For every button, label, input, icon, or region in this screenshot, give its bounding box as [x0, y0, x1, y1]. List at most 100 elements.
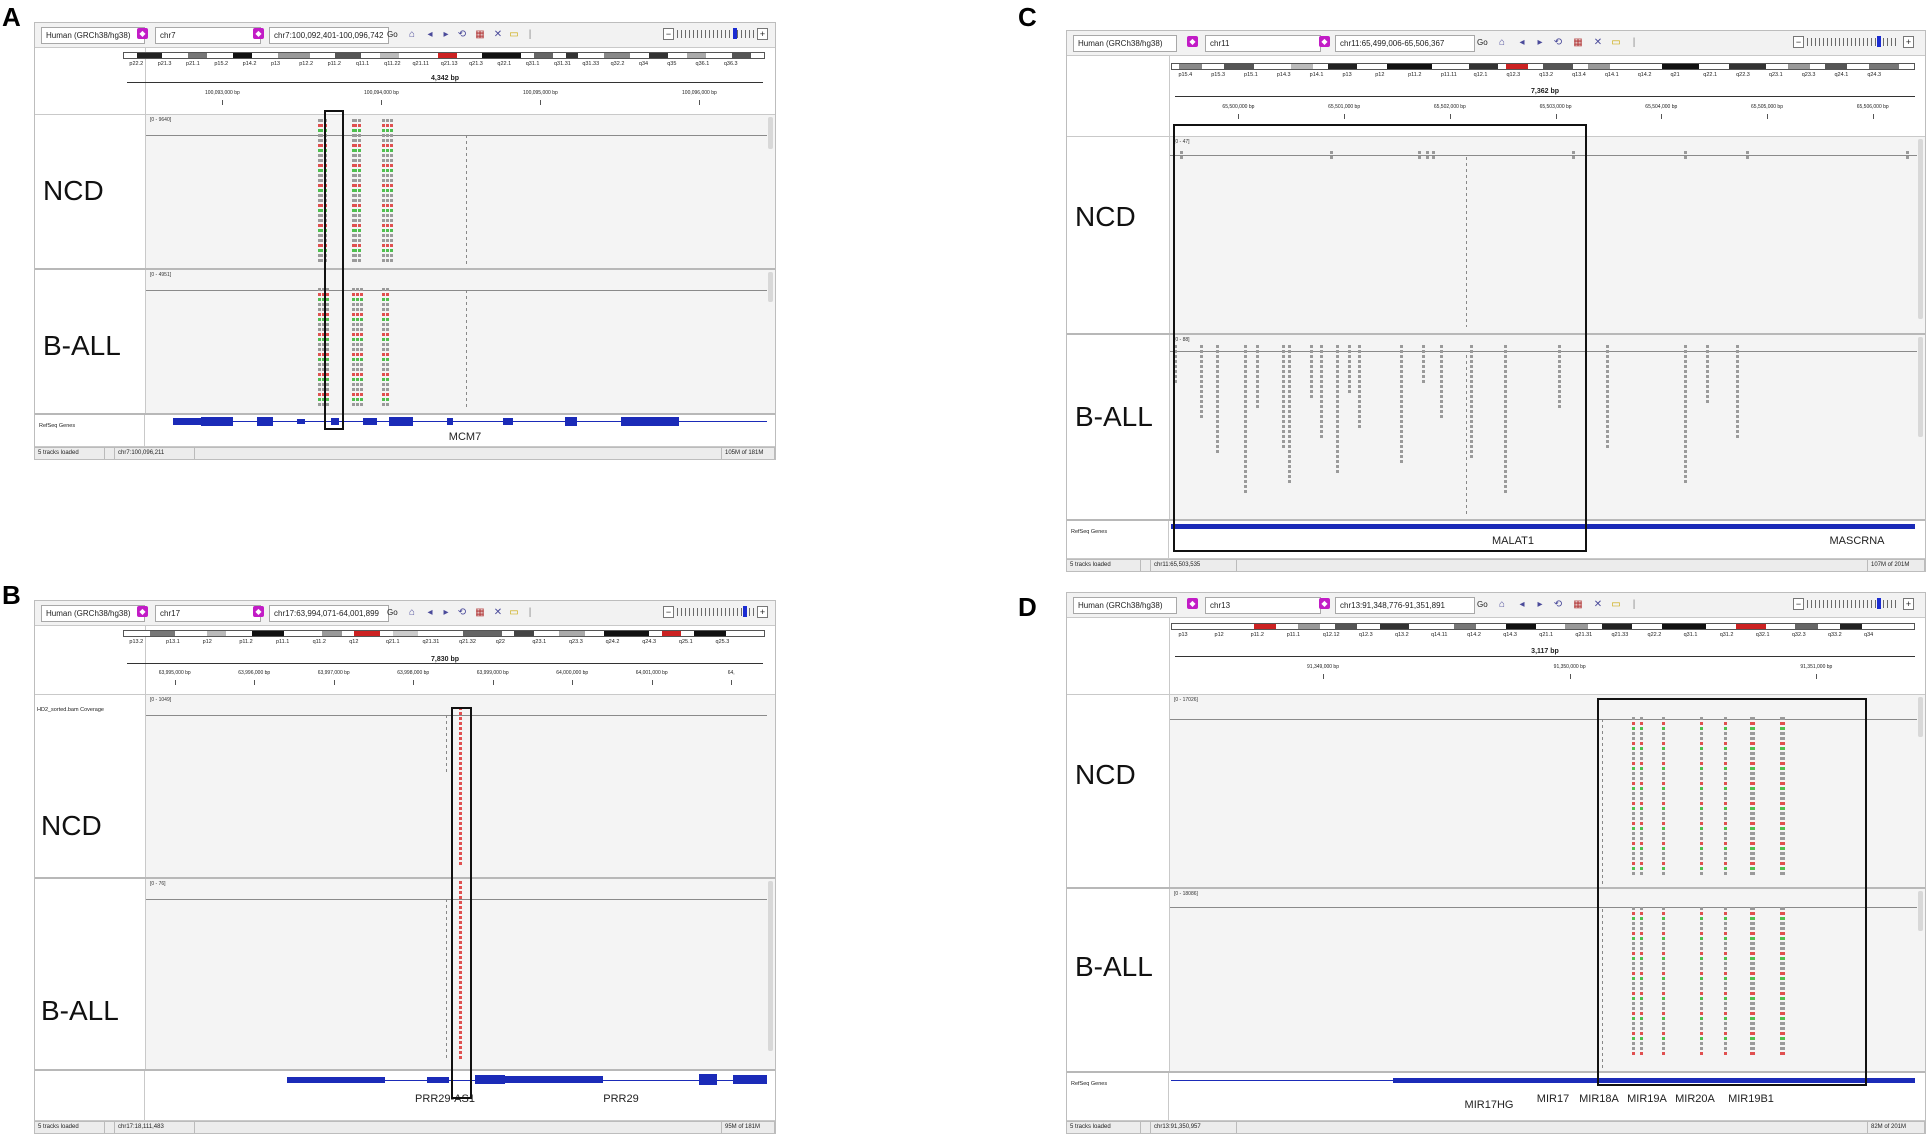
vertical-scrollbar[interactable]: [768, 881, 773, 1051]
tick-mark: [222, 100, 224, 105]
back-arrow-icon[interactable]: ◂: [427, 29, 433, 40]
cytoband-label: p12.2: [299, 61, 314, 67]
go-button[interactable]: Go: [387, 30, 398, 39]
refresh-icon[interactable]: ⟲: [457, 607, 467, 618]
dropdown-arrow-icon[interactable]: ◆: [137, 606, 148, 617]
back-arrow-icon[interactable]: ◂: [427, 607, 433, 618]
go-button[interactable]: Go: [1477, 38, 1488, 47]
dropdown-arrow-icon[interactable]: ◆: [253, 28, 264, 39]
region-navigator-icon[interactable]: ▦: [1573, 37, 1583, 48]
read-stack: [386, 288, 389, 408]
track-name-panel: B-ALL: [35, 879, 146, 1069]
chromosome-ideogram[interactable]: [123, 52, 765, 59]
chromosome-dropdown[interactable]: chr7: [155, 27, 261, 44]
go-button[interactable]: Go: [387, 608, 398, 617]
read-stack: [1906, 151, 1909, 165]
dropdown-arrow-icon[interactable]: ◆: [1319, 598, 1330, 609]
popup-info-icon[interactable]: ▭: [509, 607, 519, 618]
refresh-icon[interactable]: ⟲: [1553, 599, 1563, 610]
dropdown-arrow-icon[interactable]: ◆: [253, 606, 264, 617]
go-button[interactable]: Go: [1477, 600, 1488, 609]
popup-info-icon[interactable]: ▭: [1611, 599, 1621, 610]
genome-dropdown[interactable]: Human (GRCh38/hg38): [1073, 597, 1177, 614]
zoom-in-icon[interactable]: +: [757, 28, 768, 40]
zoom-in-icon[interactable]: +: [1903, 598, 1914, 610]
genome-dropdown[interactable]: Human (GRCh38/hg38): [41, 605, 145, 622]
zoom-widget[interactable]: − +: [1793, 36, 1914, 48]
back-arrow-icon[interactable]: ◂: [1519, 599, 1525, 610]
chromosome-ideogram[interactable]: [1171, 623, 1915, 630]
vertical-scrollbar[interactable]: [1918, 697, 1923, 737]
zoom-handle[interactable]: [733, 28, 737, 39]
chromosome-ideogram[interactable]: [1171, 63, 1915, 70]
vertical-scrollbar[interactable]: [1918, 139, 1923, 319]
zoom-out-icon[interactable]: −: [663, 28, 674, 40]
region-navigator-icon[interactable]: ▦: [1573, 599, 1583, 610]
zoom-slider[interactable]: [677, 608, 755, 616]
chromosome-dropdown[interactable]: chr11: [1205, 35, 1321, 52]
chromosome-ideogram[interactable]: [123, 630, 765, 637]
popup-info-icon[interactable]: ▭: [509, 29, 519, 40]
alignment-data[interactable]: [0 - 4951]: [146, 270, 775, 413]
dropdown-arrow-icon[interactable]: ◆: [1319, 36, 1330, 47]
zoom-handle[interactable]: [743, 606, 747, 617]
vertical-scrollbar[interactable]: [768, 272, 773, 302]
gene-exon: [621, 417, 679, 426]
alignment-data[interactable]: [0 - 47]: [1170, 137, 1925, 333]
vertical-scrollbar[interactable]: [1918, 891, 1923, 931]
forward-arrow-icon[interactable]: ▸: [443, 29, 449, 40]
vertical-scrollbar[interactable]: [1918, 337, 1923, 437]
locus-input[interactable]: chr17:63,994,071-64,001,899: [269, 605, 389, 622]
zoom-widget[interactable]: − +: [1793, 598, 1914, 610]
genome-dropdown[interactable]: Human (GRCh38/hg38): [1073, 35, 1177, 52]
popup-info-icon[interactable]: ▭: [1611, 37, 1621, 48]
zoom-slider[interactable]: [677, 30, 755, 38]
zoom-slider[interactable]: [1807, 38, 1899, 46]
forward-arrow-icon[interactable]: ▸: [1537, 37, 1543, 48]
alignment-data[interactable]: [0 - 1049]: [146, 695, 775, 877]
zoom-slider[interactable]: [1807, 600, 1899, 608]
alignment-data[interactable]: [0 - 17026]: [1170, 695, 1925, 887]
chromosome-dropdown[interactable]: chr13: [1205, 597, 1321, 614]
zoom-out-icon[interactable]: −: [1793, 36, 1804, 48]
zoom-handle[interactable]: [1877, 598, 1881, 609]
refresh-icon[interactable]: ⟲: [457, 29, 467, 40]
vertical-scrollbar[interactable]: [768, 117, 773, 149]
alignment-data[interactable]: [0 - 88]: [1170, 335, 1925, 519]
home-icon[interactable]: ⌂: [408, 29, 416, 40]
zoom-in-icon[interactable]: +: [757, 606, 768, 618]
locus-input[interactable]: chr7:100,092,401-100,096,742: [269, 27, 389, 44]
home-icon[interactable]: ⌂: [1498, 599, 1506, 610]
back-arrow-icon[interactable]: ◂: [1519, 37, 1525, 48]
zoom-in-icon[interactable]: +: [1903, 36, 1914, 48]
home-icon[interactable]: ⌂: [1498, 37, 1506, 48]
toolbar: Human (GRCh38/hg38) ◆ chr13 ◆ chr13:91,3…: [1067, 593, 1925, 618]
region-navigator-icon[interactable]: ▦: [475, 607, 485, 618]
region-navigator-icon[interactable]: ▦: [475, 29, 485, 40]
zoom-out-icon[interactable]: −: [663, 606, 674, 618]
resize-icon[interactable]: ✕: [1593, 37, 1603, 48]
locus-input[interactable]: chr13:91,348,776-91,351,891: [1335, 597, 1475, 614]
span-line: [127, 82, 763, 83]
home-icon[interactable]: ⌂: [408, 607, 416, 618]
zoom-widget[interactable]: − +: [663, 606, 768, 618]
alignment-data[interactable]: [0 - 18086]: [1170, 889, 1925, 1071]
resize-icon[interactable]: ✕: [1593, 599, 1603, 610]
refresh-icon[interactable]: ⟲: [1553, 37, 1563, 48]
dropdown-arrow-icon[interactable]: ◆: [137, 28, 148, 39]
chromosome-dropdown[interactable]: chr17: [155, 605, 261, 622]
zoom-out-icon[interactable]: −: [1793, 598, 1804, 610]
cytoband-label: q36.1: [695, 61, 710, 67]
genome-dropdown[interactable]: Human (GRCh38/hg38): [41, 27, 145, 44]
zoom-handle[interactable]: [1877, 36, 1881, 47]
locus-input[interactable]: chr11:65,499,006-65,506,367: [1335, 35, 1475, 52]
forward-arrow-icon[interactable]: ▸: [1537, 599, 1543, 610]
resize-icon[interactable]: ✕: [493, 607, 503, 618]
dropdown-arrow-icon[interactable]: ◆: [1187, 36, 1198, 47]
forward-arrow-icon[interactable]: ▸: [443, 607, 449, 618]
alignment-data[interactable]: [0 - 9640]: [146, 115, 775, 268]
zoom-widget[interactable]: − +: [663, 28, 768, 40]
resize-icon[interactable]: ✕: [493, 29, 503, 40]
dropdown-arrow-icon[interactable]: ◆: [1187, 598, 1198, 609]
alignment-data[interactable]: [0 - 76]: [146, 879, 775, 1069]
